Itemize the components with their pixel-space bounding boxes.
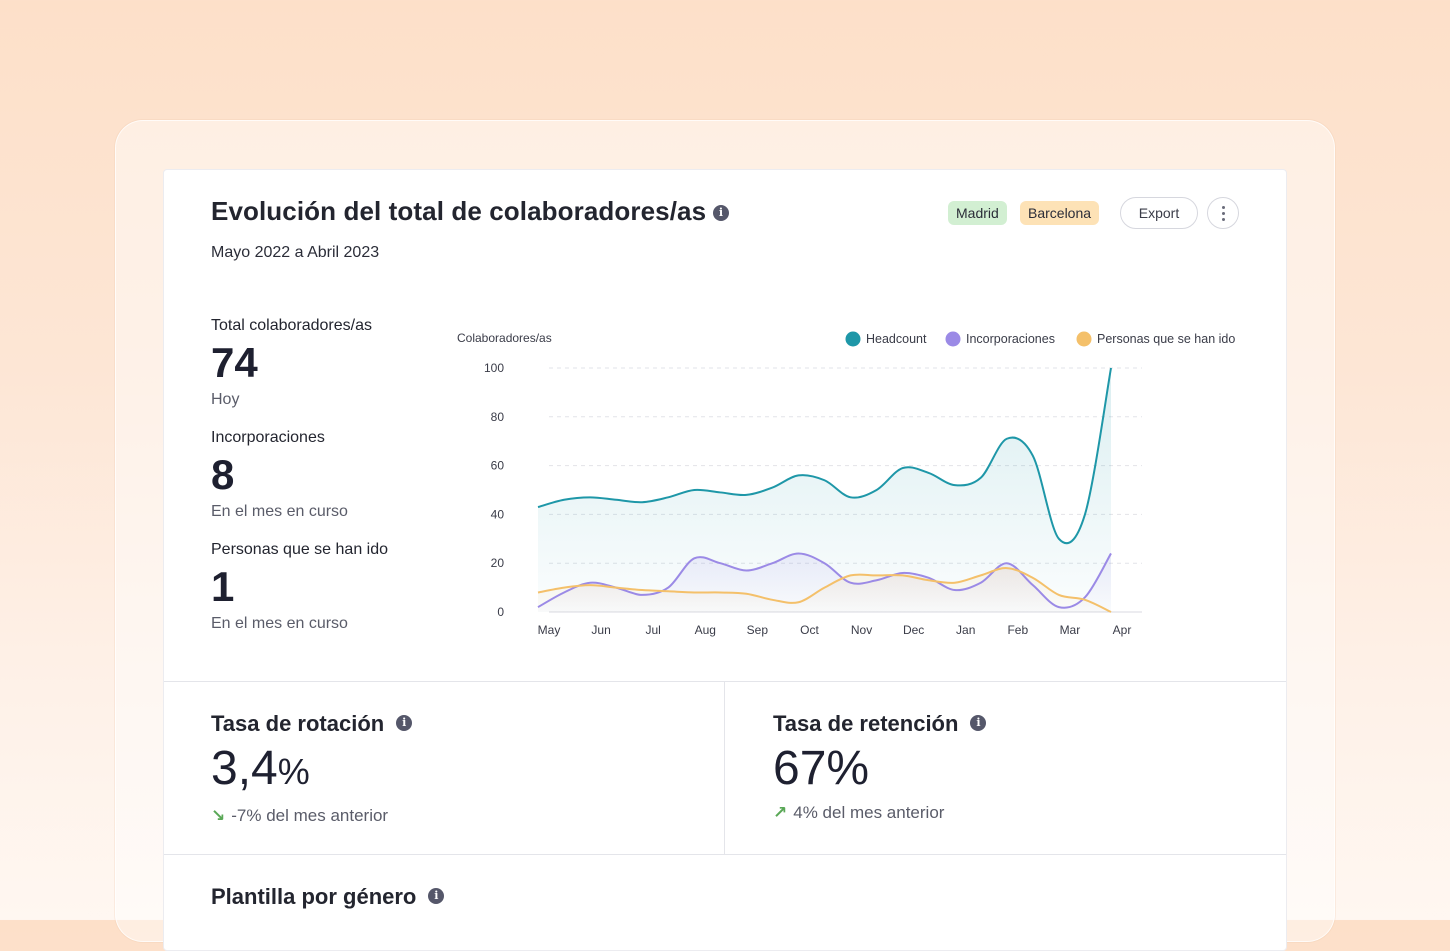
metric-value: 67% xyxy=(773,742,870,795)
metric-value: 3,4% xyxy=(211,741,412,800)
stat-caption: Hoy xyxy=(211,391,240,408)
legend-marker xyxy=(1076,331,1092,347)
y-tick-label: 20 xyxy=(491,556,505,570)
stat-value: 1 xyxy=(211,563,235,610)
arrow-up-right-icon: ↗ xyxy=(773,803,788,822)
y-tick-label: 80 xyxy=(491,410,505,424)
x-tick-label: Aug xyxy=(695,623,716,637)
metric-change: ↘ -7% del mes anterior xyxy=(211,806,412,826)
stat-caption: En el mes en curso xyxy=(211,503,348,520)
section-title: Plantilla por género i xyxy=(211,884,445,910)
metric-title-text: Tasa de retención xyxy=(773,711,959,736)
x-tick-label: Jun xyxy=(591,623,610,637)
x-tick-label: Jan xyxy=(956,623,975,637)
metric-change-text: -7% del mes anterior xyxy=(231,806,389,825)
stat-incorporaciones: Incorporaciones 8 En el mes en curso xyxy=(211,426,391,522)
divider xyxy=(164,854,1286,855)
metric-title: Tasa de retención i xyxy=(773,711,987,737)
x-tick-label: May xyxy=(538,623,561,637)
legend-label: Personas que se han ido xyxy=(1097,332,1235,346)
stat-caption: En el mes en curso xyxy=(211,615,348,632)
stat-value: 74 xyxy=(211,339,258,386)
more-options-button[interactable] xyxy=(1207,197,1239,229)
legend-label: Headcount xyxy=(866,332,927,346)
date-range: Mayo 2022 a Abril 2023 xyxy=(211,244,380,261)
x-tick-label: Apr xyxy=(1113,623,1132,637)
x-tick-label: Oct xyxy=(800,623,819,637)
filter-tag-barcelona[interactable]: Barcelona xyxy=(1020,201,1100,225)
y-axis-title: Colaboradores/as xyxy=(457,331,552,345)
legend-label: Incorporaciones xyxy=(966,332,1055,346)
dashboard-card: Evolución del total de colaboradores/as … xyxy=(163,169,1287,951)
divider xyxy=(724,682,725,854)
x-tick-label: Sep xyxy=(747,623,769,637)
metric-value-number: 3,4 xyxy=(211,742,278,795)
x-tick-label: Jul xyxy=(646,623,661,637)
export-button[interactable]: Export xyxy=(1120,197,1198,229)
stat-bajas: Personas que se han ido 1 En el mes en c… xyxy=(211,538,391,634)
x-tick-label: Mar xyxy=(1060,623,1081,637)
series-line xyxy=(537,367,1112,545)
x-tick-label: Nov xyxy=(851,623,872,637)
series-area xyxy=(538,368,1111,612)
gender-section: Plantilla por género i xyxy=(211,884,445,910)
metric-change-text: 4% del mes anterior xyxy=(793,803,945,822)
headcount-chart: Colaboradores/as 0 20 40 60 80 100 May Jun Jul Aug… xyxy=(457,331,1235,637)
legend-marker xyxy=(945,331,961,347)
y-tick-label: 100 xyxy=(484,361,504,375)
info-icon[interactable]: i xyxy=(428,888,445,905)
divider xyxy=(164,681,1286,682)
arrow-down-right-icon: ↘ xyxy=(211,806,226,825)
metric-title: Tasa de rotación i xyxy=(211,711,413,737)
stat-label: Personas que se han ido xyxy=(211,541,389,558)
metric-rotation: Tasa de rotación i 3,4% ↘ -7% del mes ante… xyxy=(211,711,413,826)
metric-title-text: Tasa de rotación xyxy=(211,711,385,736)
stat-label: Incorporaciones xyxy=(211,429,325,446)
section-title-text: Plantilla por género xyxy=(211,884,417,909)
filter-tag-madrid[interactable]: Madrid xyxy=(948,201,1007,225)
series-line xyxy=(537,552,1112,609)
series-line xyxy=(537,567,1112,613)
info-icon[interactable]: i xyxy=(396,715,413,732)
x-tick-label: Feb xyxy=(1007,623,1028,637)
x-tick-label: Dec xyxy=(903,623,924,637)
y-tick-label: 0 xyxy=(497,605,504,619)
series-area xyxy=(538,568,1111,612)
info-icon[interactable]: i xyxy=(713,205,729,221)
y-tick-label: 40 xyxy=(491,507,505,521)
y-tick-label: 60 xyxy=(491,459,505,473)
legend-marker xyxy=(845,331,861,347)
page-title: Evolución del total de colaboradores/as xyxy=(211,196,707,226)
metric-change: ↗ 4% del mes anterior xyxy=(773,803,986,823)
stat-total: Total colaboradores/as 74 Hoy xyxy=(211,314,391,410)
metric-retention: Tasa de retención i 67% ↗ 4% del mes anter… xyxy=(773,711,987,823)
stat-value: 8 xyxy=(211,451,235,498)
more-vertical-icon xyxy=(1222,206,1226,224)
metric-value-unit: % xyxy=(277,751,310,792)
info-icon[interactable]: i xyxy=(970,715,987,732)
stat-label: Total colaboradores/as xyxy=(211,317,372,334)
